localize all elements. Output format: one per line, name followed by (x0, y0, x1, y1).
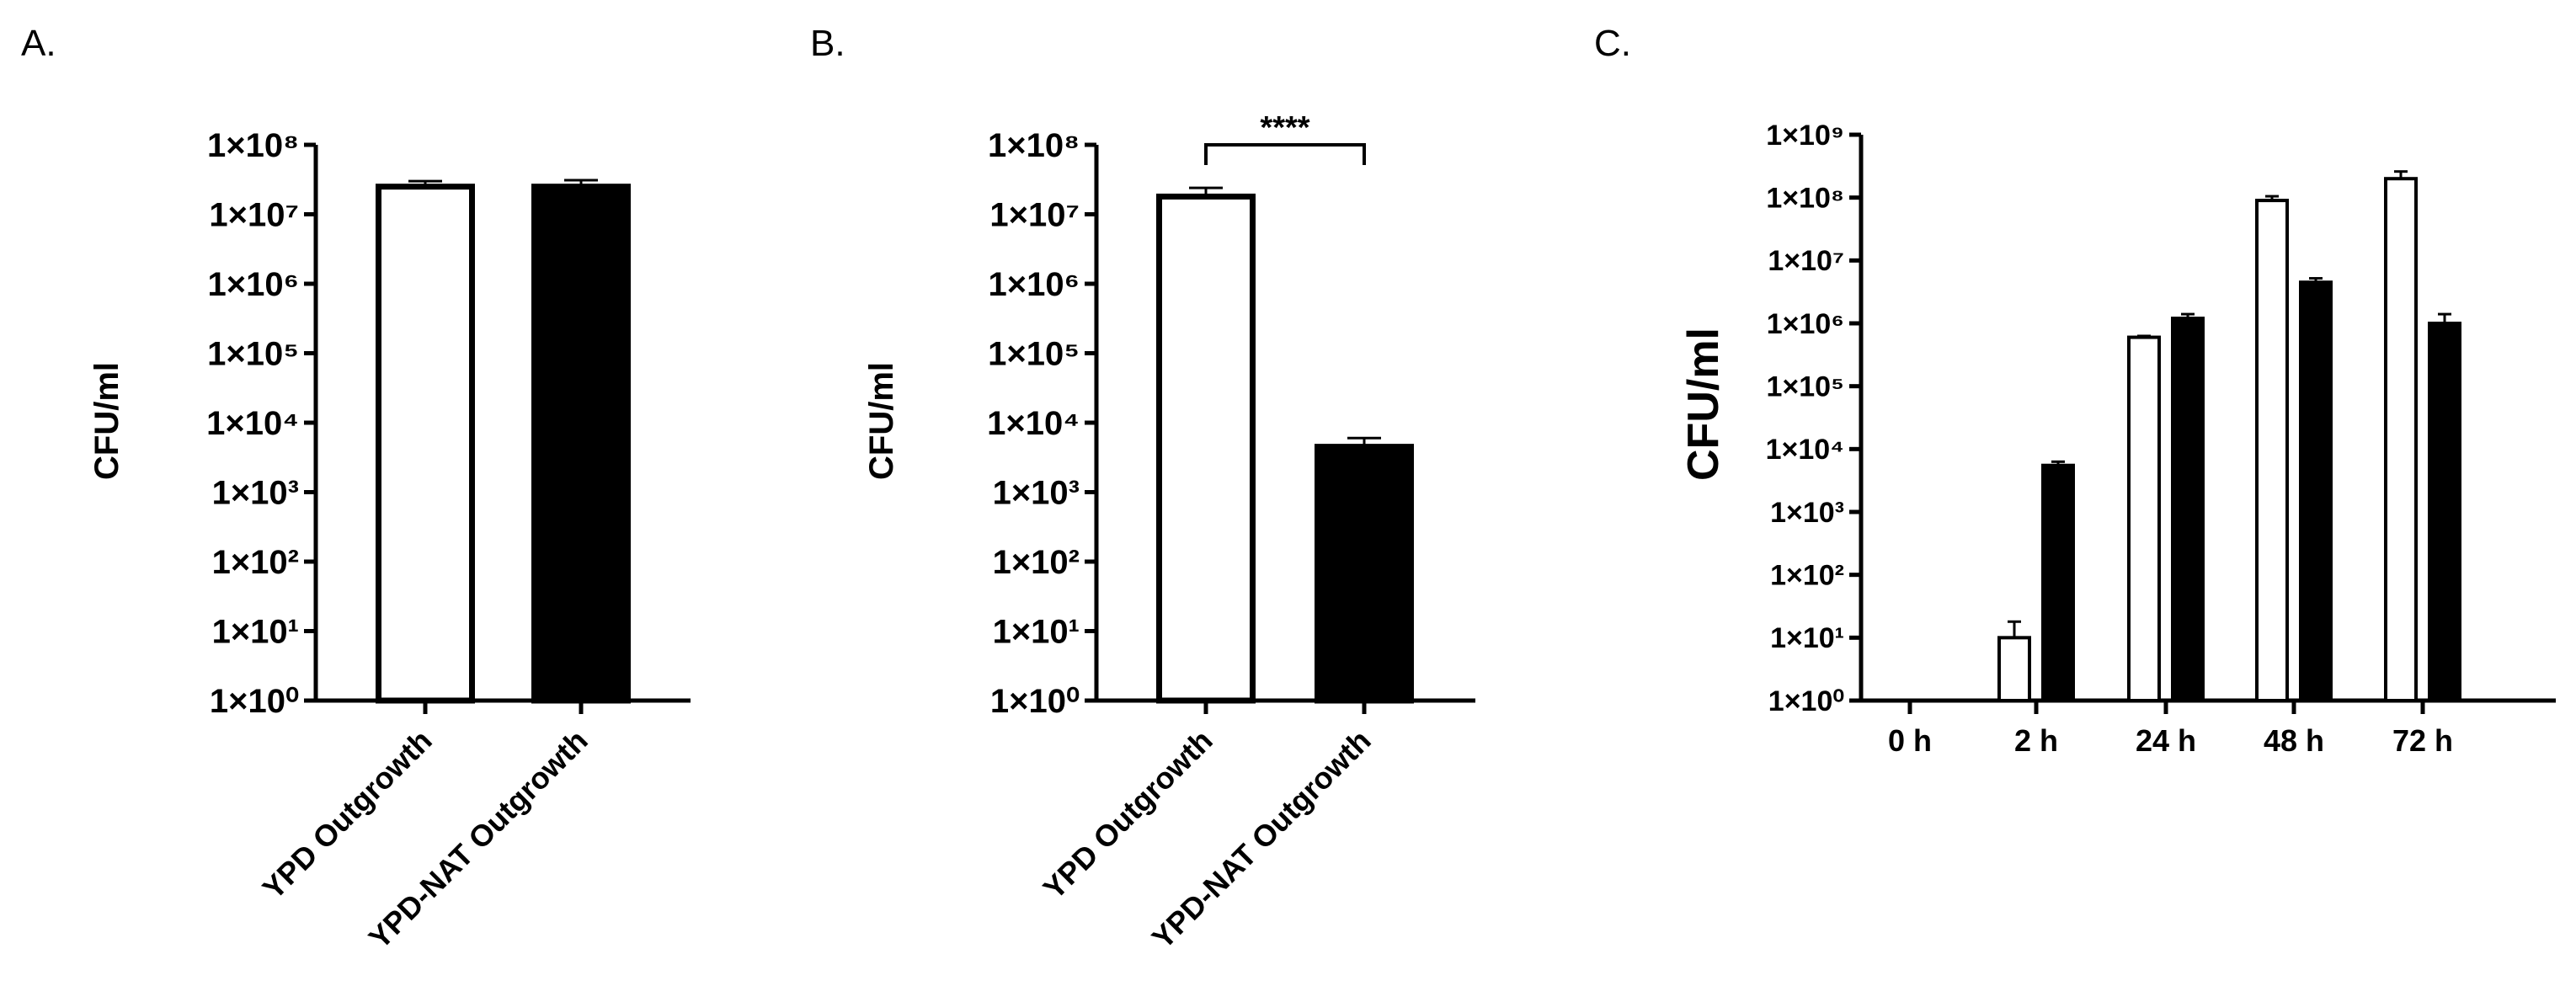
y-tick-label: 1×10⁵ (207, 336, 299, 373)
x-category-label: 48 h (2264, 723, 2324, 758)
y-axis-label: CFU/ml (1679, 328, 1728, 481)
x-category-label: 2 h (2014, 723, 2058, 758)
x-category-label: 0 h (1888, 723, 1932, 758)
y-tick-label: 1×10³ (212, 475, 299, 512)
y-tick-label: 1×10¹ (1770, 622, 1844, 654)
y-tick-label: 1×10⁷ (989, 197, 1080, 234)
x-category-label: 24 h (2136, 723, 2196, 758)
x-category-label: 72 h (2392, 723, 2453, 758)
bar (531, 184, 631, 704)
y-tick-label: 1×10⁷ (209, 197, 299, 234)
y-tick-label: 1×10² (212, 544, 299, 581)
chart-panel-c: 1×10⁰ 1×10¹ 1×10² 1×10³ 1×10⁴ 1×10⁵ 1×10⁶ 1×10⁷… (1679, 120, 2556, 758)
y-tick-label: 1×10² (1770, 560, 1844, 592)
panel-label-b: B. (810, 23, 845, 64)
y-tick-label: 1×10⁶ (988, 266, 1080, 303)
bar (1997, 636, 2031, 702)
bar (2041, 463, 2075, 703)
y-axis-label: CFU/ml (88, 362, 125, 480)
y-tick-label: 1×10¹ (212, 614, 299, 651)
y-tick-label: 1×10¹ (993, 614, 1080, 651)
bar (2299, 280, 2333, 702)
bar (2255, 199, 2289, 702)
x-category-label: YPD Outgrowth (256, 723, 439, 906)
y-tick-label: 1×10⁶ (1767, 308, 1844, 340)
y-tick-label: 1×10⁹ (1766, 120, 1844, 152)
y-tick-label: 1×10⁰ (1768, 685, 1844, 717)
y-tick-label: 1×10⁸ (988, 127, 1080, 164)
y-tick-label: 1×10⁴ (1766, 434, 1844, 466)
significance-bracket (1204, 143, 1366, 165)
bar (2384, 177, 2418, 702)
y-tick-label: 1×10⁶ (207, 266, 299, 303)
panel-label-a: A. (21, 23, 56, 64)
bar (2171, 317, 2205, 702)
bar (376, 184, 475, 704)
significance-label: **** (1260, 110, 1309, 146)
chart-panel-b: 1×10⁰ 1×10¹ 1×10² 1×10³ 1×10⁴ 1×10⁵ 1×10⁶ 1×10⁷… (863, 110, 1475, 956)
y-tick-label: 1×10⁰ (210, 683, 299, 720)
bar (1315, 444, 1414, 704)
bar (1156, 193, 1256, 704)
y-tick-label: 1×10⁰ (990, 683, 1080, 720)
y-tick-label: 1×10³ (1770, 497, 1844, 529)
y-tick-label: 1×10⁸ (1766, 183, 1844, 215)
y-tick-label: 1×10² (993, 544, 1080, 581)
y-tick-label: 1×10⁵ (1766, 371, 1844, 403)
y-tick-label: 1×10⁸ (207, 127, 299, 164)
y-tick-label: 1×10⁴ (987, 405, 1080, 442)
y-tick-label: 1×10⁴ (206, 405, 299, 442)
chart-panel-a: 1×10⁰ 1×10¹ 1×10² 1×10³ 1×10⁴ 1×10⁵ 1×10⁶ 1×10⁷… (88, 127, 691, 956)
bar (2428, 322, 2461, 702)
y-tick-label: 1×10³ (993, 475, 1080, 512)
y-axis-label: CFU/ml (863, 362, 900, 480)
y-tick-label: 1×10⁷ (1768, 245, 1844, 277)
y-tick-label: 1×10⁵ (988, 336, 1080, 373)
panel-label-c: C. (1594, 23, 1631, 64)
bar (2127, 335, 2161, 702)
x-category-label: YPD Outgrowth (1037, 723, 1219, 906)
